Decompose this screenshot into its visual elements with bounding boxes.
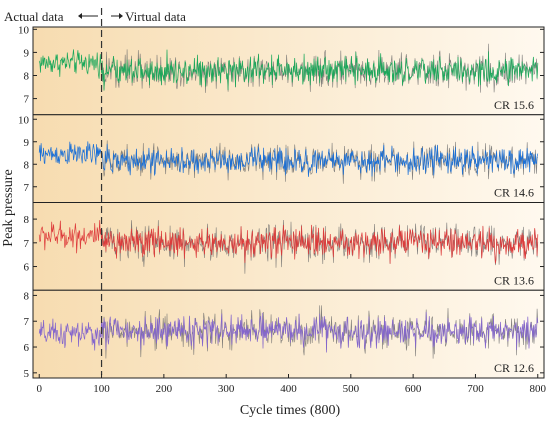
y-tick-label: 6 xyxy=(24,262,30,274)
y-tick-label: 8 xyxy=(24,159,30,171)
x-axis-ticks: 0 100 200 300 400 500 600 700 800 xyxy=(36,374,547,395)
x-tick-label: 200 xyxy=(156,383,173,395)
y-tick-label: 5 xyxy=(24,368,30,380)
panel-label: CR 12.6 xyxy=(494,361,534,375)
series-peak-pressure-line xyxy=(38,141,539,177)
annotation-actual-data: Actual data xyxy=(4,9,64,24)
y-tick-label: 8 xyxy=(24,70,30,82)
chart-panels: 7 8 9 10 CR 15.6 7 8 9 10 CR 14.6 6 7 8 CR 13.6 5 6 7 8 CR… xyxy=(18,24,545,380)
x-tick-label: 400 xyxy=(280,383,297,395)
x-tick-label: 300 xyxy=(218,383,235,395)
panel-label: CR 13.6 xyxy=(494,273,534,287)
y-tick-label: 7 xyxy=(24,94,30,106)
y-tick-label: 6 xyxy=(24,342,30,354)
x-tick-label: 600 xyxy=(405,383,422,395)
series-peak-pressure-line xyxy=(38,311,539,353)
y-tick-label: 8 xyxy=(24,290,30,302)
panel-cr-14-6: 7 8 9 10 CR 14.6 xyxy=(18,114,545,203)
annotation-right-arrow xyxy=(111,13,123,19)
x-axis-label: Cycle times (800) xyxy=(240,403,341,418)
y-tick-label: 10 xyxy=(18,114,30,126)
y-tick-label: 9 xyxy=(24,137,30,149)
y-tick-label: 7 xyxy=(24,316,30,328)
x-tick-label: 0 xyxy=(36,383,42,395)
y-tick-label: 7 xyxy=(24,182,30,194)
y-tick-label: 7 xyxy=(24,238,30,250)
y-tick-label: 10 xyxy=(18,24,30,36)
series-peak-pressure-line xyxy=(38,220,539,264)
annotation-left-arrow xyxy=(78,13,98,19)
panel-cr-12-6: 5 6 7 8 CR 12.6 xyxy=(24,289,545,380)
y-axis-label: Peak pressure xyxy=(1,169,16,246)
panel-label: CR 15.6 xyxy=(494,98,534,112)
panel-cr-13-6: 6 7 8 CR 13.6 xyxy=(24,202,545,291)
annotation-virtual-data: Virtual data xyxy=(125,9,186,24)
panel-label: CR 14.6 xyxy=(494,186,534,200)
x-tick-label: 700 xyxy=(467,383,484,395)
x-tick-label: 100 xyxy=(93,383,110,395)
series-peak-pressure-line xyxy=(38,49,539,91)
panel-cr-15-6: 7 8 9 10 CR 15.6 xyxy=(18,24,545,116)
x-tick-label: 500 xyxy=(343,383,360,395)
x-tick-label: 800 xyxy=(530,383,547,395)
y-tick-label: 8 xyxy=(24,214,30,226)
y-tick-label: 9 xyxy=(24,47,30,59)
